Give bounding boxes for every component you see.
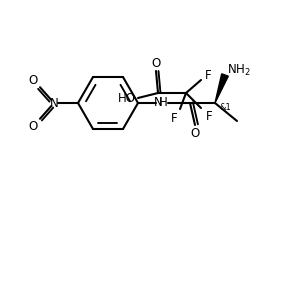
Text: F: F [171,111,177,124]
Text: F: F [206,110,212,123]
Text: O: O [28,74,38,87]
Text: H: H [159,95,167,108]
Text: O: O [151,56,161,70]
Text: N: N [154,95,162,108]
Polygon shape [215,74,228,103]
Text: &1: &1 [220,103,232,111]
Text: F: F [205,68,211,82]
Text: NH$_2$: NH$_2$ [227,63,251,78]
Text: O: O [28,120,38,132]
Text: N: N [50,96,58,110]
Text: HO: HO [118,91,136,104]
Text: O: O [190,127,200,140]
